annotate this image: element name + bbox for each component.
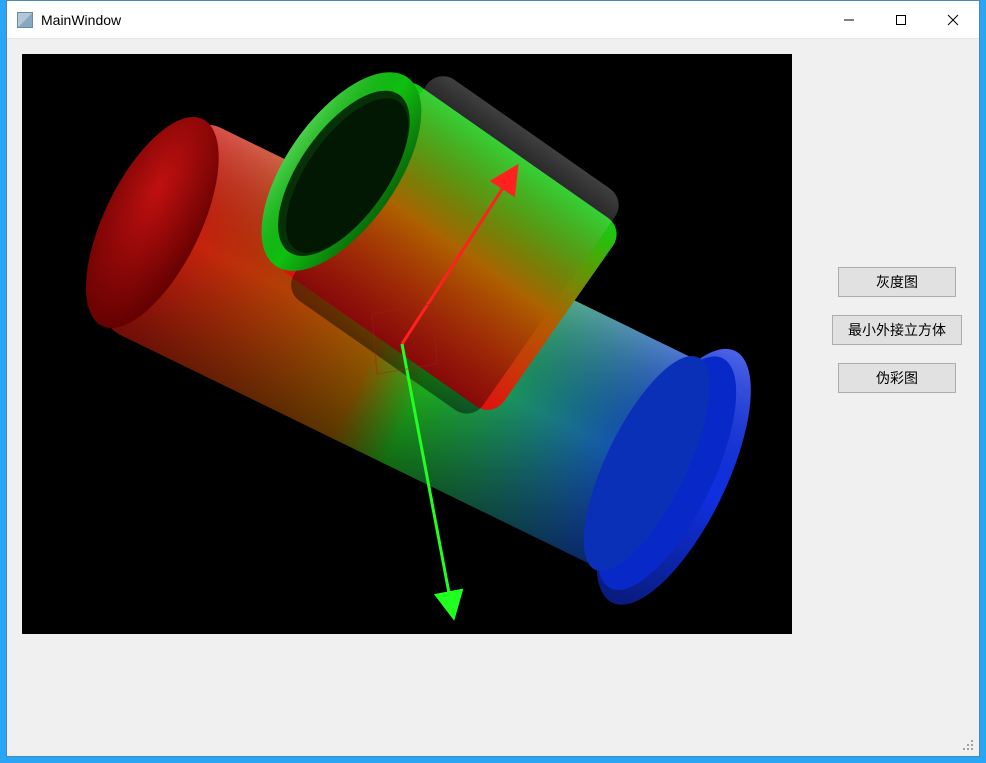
close-icon bbox=[947, 14, 959, 26]
client-area: 灰度图 最小外接立方体 伪彩图 bbox=[7, 39, 979, 756]
minimize-icon bbox=[843, 14, 855, 26]
resize-grip-icon[interactable] bbox=[961, 738, 975, 752]
side-panel: 灰度图 最小外接立方体 伪彩图 bbox=[823, 267, 971, 393]
min-bbox-button[interactable]: 最小外接立方体 bbox=[832, 315, 962, 345]
maximize-icon bbox=[895, 14, 907, 26]
maximize-button[interactable] bbox=[875, 1, 927, 39]
app-icon bbox=[17, 12, 33, 28]
window-title: MainWindow bbox=[41, 12, 823, 28]
main-window: MainWindow bbox=[6, 0, 980, 757]
grayscale-button[interactable]: 灰度图 bbox=[838, 267, 956, 297]
pseudocolor-button[interactable]: 伪彩图 bbox=[838, 363, 956, 393]
render-svg bbox=[22, 54, 792, 634]
close-button[interactable] bbox=[927, 1, 979, 39]
minimize-button[interactable] bbox=[823, 1, 875, 39]
render-viewport[interactable] bbox=[22, 54, 792, 634]
titlebar: MainWindow bbox=[7, 1, 979, 39]
